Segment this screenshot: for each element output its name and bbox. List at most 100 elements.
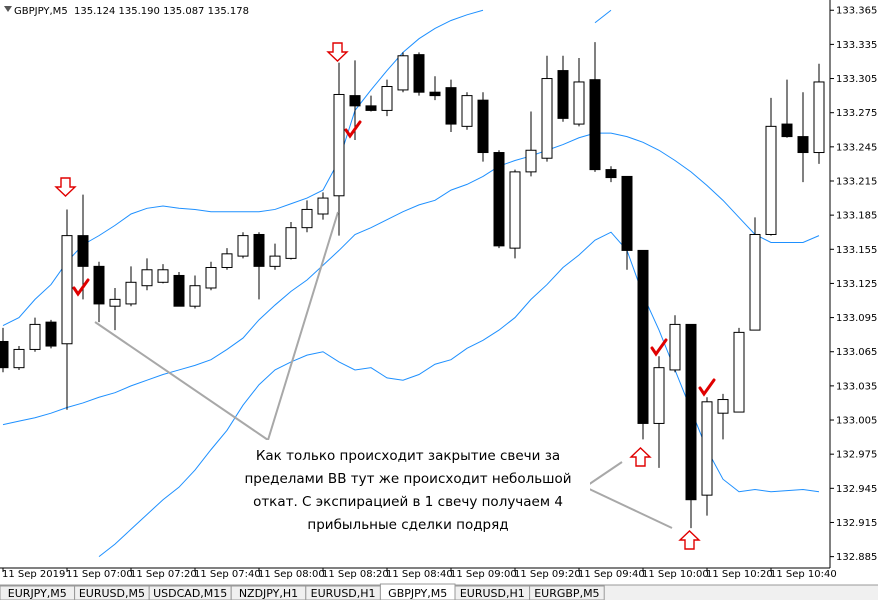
up-arrow <box>629 447 652 467</box>
candle-body <box>541 78 553 159</box>
candle-body <box>765 125 777 235</box>
y-tick-label: 133.155 <box>836 245 877 256</box>
candle-body <box>61 235 73 345</box>
candle-body <box>477 99 489 154</box>
x-tick-label: 11 Sep 07:40 <box>194 569 261 580</box>
candle-body <box>429 91 441 97</box>
candle-body <box>0 340 9 369</box>
y-tick-label: 133.095 <box>836 313 877 324</box>
candle-body <box>173 274 185 307</box>
candle-body <box>317 197 329 215</box>
candle-body <box>381 86 393 111</box>
x-tick-label: 11 Sep 07:00 <box>66 569 133 580</box>
candle-body <box>13 348 25 369</box>
checkmark <box>72 278 90 297</box>
down-arrow <box>54 177 77 197</box>
markers <box>54 42 701 550</box>
candle-body <box>301 208 313 229</box>
x-tick-label: 11 Sep 10:40 <box>770 569 837 580</box>
candle-body <box>189 285 201 307</box>
candle-body <box>797 136 809 154</box>
candle-body <box>93 265 105 305</box>
checkmark <box>344 120 362 139</box>
candle-body <box>445 87 457 125</box>
candle-body <box>125 281 137 305</box>
candle-body <box>701 401 713 496</box>
candle-body <box>781 123 793 138</box>
y-tick-label: 133.215 <box>836 176 877 187</box>
annotation: пределами BB тут же происходит небольшой <box>244 471 571 487</box>
tab-label[interactable]: EURUSD,M5 <box>79 587 145 600</box>
title-icon <box>4 6 12 12</box>
band-line <box>2 132 820 426</box>
candle-body <box>733 331 745 413</box>
tab-label[interactable]: USDCAD,M15 <box>153 587 227 600</box>
y-tick-label: 132.975 <box>836 450 877 461</box>
annotation-box <box>225 440 590 540</box>
tab-label[interactable]: EURGBP,M5 <box>534 587 599 600</box>
y-tick-label: 133.245 <box>836 142 877 153</box>
candle-body <box>349 95 361 107</box>
candle-body <box>605 169 617 179</box>
chart-subtitle: 135.124 135.190 135.087 135.178 <box>74 6 249 17</box>
y-tick-label: 133.275 <box>836 108 877 119</box>
candle-body <box>413 54 425 93</box>
y-tick-label: 133.365 <box>836 6 877 17</box>
x-tick-label: 11 Sep 10:00 <box>642 569 709 580</box>
y-tick-label: 132.945 <box>836 484 877 495</box>
annotation: Как только происходит закрытие свечи за <box>256 448 560 464</box>
tab-label[interactable]: EURUSD,H1 <box>460 587 525 600</box>
candle-body <box>77 235 89 267</box>
checkmark <box>698 378 716 397</box>
tab-label[interactable]: EURJPY,M5 <box>8 587 67 600</box>
candle-body <box>29 323 41 350</box>
y-tick-label: 133.185 <box>836 211 877 222</box>
x-tick-label: 11 Sep 08:40 <box>386 569 453 580</box>
candle-body <box>509 171 521 249</box>
y-tick-label: 133.005 <box>836 416 877 427</box>
candle-body <box>589 79 601 171</box>
y-tick-label: 133.305 <box>836 74 877 85</box>
candle-body <box>813 81 825 154</box>
annotation: прибыльные сделки подряд <box>307 517 508 533</box>
x-tick-label: 11 Sep 07:20 <box>130 569 197 580</box>
x-tick-label: 11 Sep 08:00 <box>258 569 325 580</box>
candle-body <box>221 253 233 268</box>
candle-body <box>205 266 217 289</box>
candle-body <box>637 249 649 424</box>
checkmark <box>650 338 668 357</box>
down-arrow <box>326 42 349 62</box>
candle-body <box>237 235 249 257</box>
candle-body <box>141 269 153 287</box>
band-line <box>98 231 820 558</box>
candle-body <box>397 55 409 91</box>
candle-body <box>717 399 729 414</box>
candle-body <box>365 105 377 111</box>
x-tick-label: 11 Sep 09:00 <box>450 569 517 580</box>
candle-body <box>333 93 345 197</box>
candle-body <box>669 323 681 371</box>
tab-label[interactable]: EURUSD,H1 <box>311 587 376 600</box>
up-arrow <box>678 530 701 550</box>
x-tick-label: 11 Sep 09:40 <box>578 569 645 580</box>
candle-body <box>621 175 633 251</box>
tab-label[interactable]: GBPJPY,M5 <box>388 587 447 600</box>
candle-body <box>45 321 57 347</box>
checkmarks <box>72 120 716 397</box>
y-tick-label: 132.885 <box>836 552 877 563</box>
x-tick-label: 11 Sep 09:20 <box>514 569 581 580</box>
candle-body <box>573 81 585 125</box>
tab-label[interactable]: NZDJPY,H1 <box>239 587 298 600</box>
y-tick-label: 133.335 <box>836 40 877 51</box>
y-tick-label: 133.065 <box>836 347 877 358</box>
annotation: откат. С экспирацией в 1 свечу получаем … <box>253 494 563 510</box>
y-tick-label: 132.915 <box>836 518 877 529</box>
candle-body <box>493 152 505 247</box>
x-tick-label: 11 Sep 10:20 <box>706 569 773 580</box>
candle-body <box>653 367 665 424</box>
candle-body <box>557 70 569 119</box>
candle-body <box>525 149 537 173</box>
candle-body <box>269 255 281 267</box>
